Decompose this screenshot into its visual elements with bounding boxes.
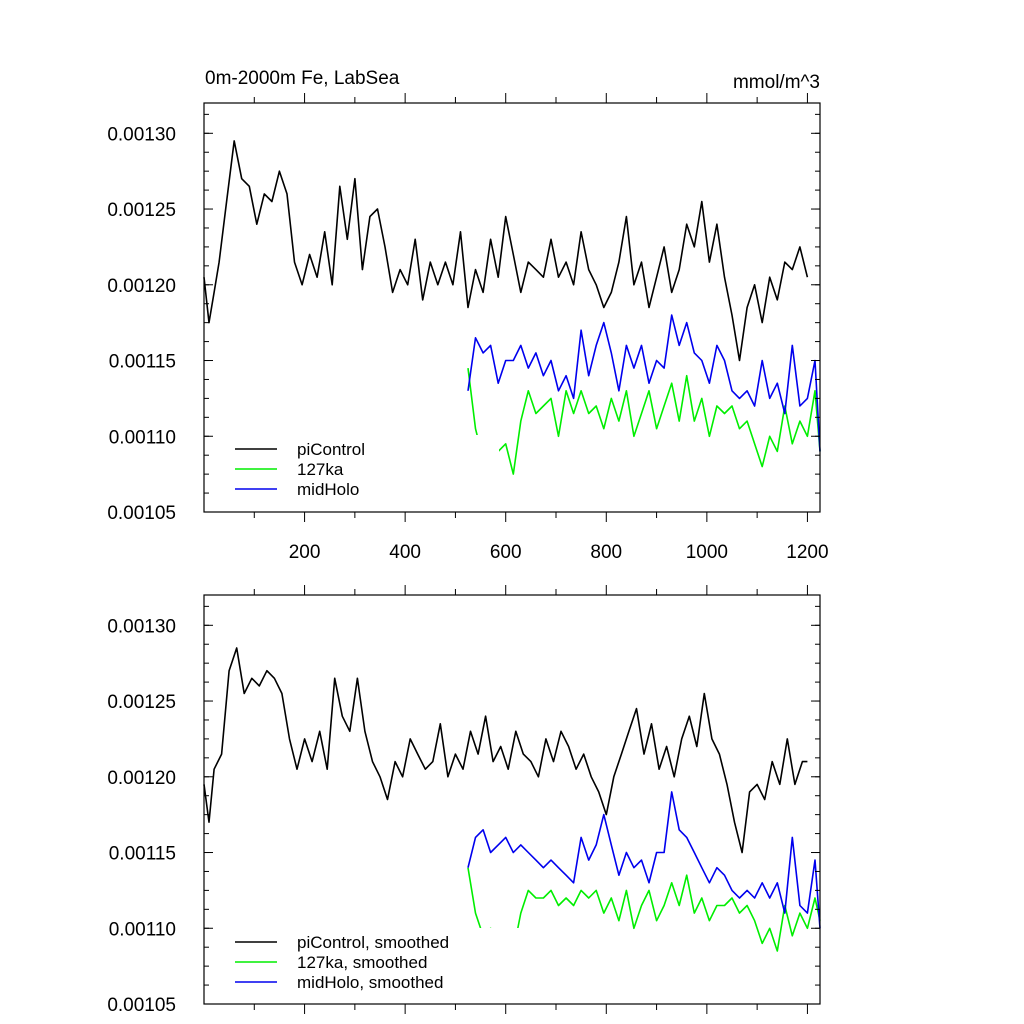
series-line-127ka-smoothed	[467, 867, 821, 952]
series-line-midholo-smoothed	[467, 791, 821, 929]
y-tick-label: 0.00130	[107, 616, 176, 637]
smoothed-panel: 0.00130 0.00125 0.00120 0.00115 0.00110 0.001…	[107, 585, 821, 1016]
y-tick-label: 0.00120	[107, 276, 176, 297]
legend-background	[229, 435, 499, 495]
chart-title: 0m-2000m Fe, LabSea	[205, 68, 400, 89]
x-tick-label: 200	[289, 542, 321, 563]
x-tick-label: 400	[389, 542, 421, 563]
legend-label: piControl, smoothed	[297, 933, 449, 952]
series-line-picontrol-smoothed	[203, 647, 808, 854]
x-tick-label: 600	[490, 542, 522, 563]
units-label: mmol/m^3	[733, 72, 820, 93]
series-line-midholo	[467, 314, 821, 452]
y-tick-label: 0.00110	[109, 427, 176, 448]
series-line-127ka	[467, 368, 821, 475]
legend-label: midHolo	[297, 480, 359, 499]
y-tick-label: 0.00130	[107, 124, 176, 145]
legend-label: piControl	[297, 440, 365, 459]
y-tick-label: 0.00115	[109, 352, 176, 373]
x-tick-label: 800	[590, 542, 622, 563]
y-tick-label: 0.00125	[107, 692, 176, 713]
y-tick-label: 0.00125	[107, 200, 176, 221]
y-tick-label: 0.00110	[109, 919, 176, 940]
series-line-picontrol	[203, 140, 809, 362]
legend-label: 127ka, smoothed	[297, 953, 427, 972]
x-tick-label: 1200	[786, 542, 828, 563]
x-tick-label: 1000	[686, 542, 728, 563]
legend-label: 127ka	[297, 460, 344, 479]
legend-background	[229, 928, 609, 988]
raw-panel: 0m-2000m Fe, LabSea mmol/m^3 0.00130 0.00…	[107, 68, 828, 563]
y-tick-label: 0.00115	[109, 844, 176, 865]
legend-label: midHolo, smoothed	[297, 973, 443, 992]
plot-frame	[203, 102, 821, 513]
y-tick-label: 0.00105	[107, 995, 176, 1016]
y-tick-label: 0.00105	[107, 503, 176, 524]
plot-frame	[203, 594, 821, 1005]
y-tick-label: 0.00120	[107, 768, 176, 789]
